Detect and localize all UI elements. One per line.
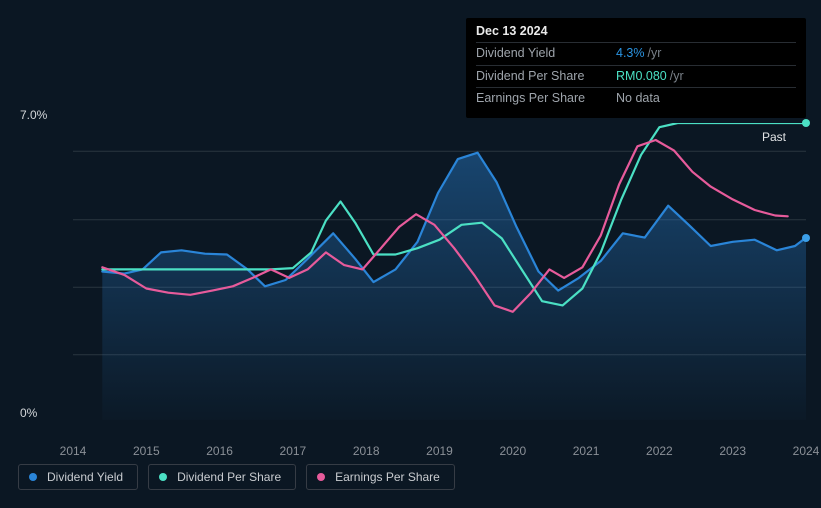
y-axis-min-label: 0%: [20, 406, 37, 420]
tooltip-row: Earnings Per ShareNo data: [476, 87, 796, 110]
series-end-dot: [802, 234, 810, 242]
tooltip-row-label: Dividend Yield: [476, 45, 616, 63]
legend-label: Dividend Yield: [47, 470, 123, 484]
x-axis-tick: 2017: [280, 444, 307, 458]
x-axis-tick: 2016: [206, 444, 233, 458]
legend-dot-icon: [29, 473, 37, 481]
tooltip-row: Dividend Per ShareRM0.080/yr: [476, 65, 796, 88]
y-axis-max-label: 7.0%: [20, 108, 47, 122]
legend-item[interactable]: Earnings Per Share: [306, 464, 455, 490]
x-axis-tick: 2020: [499, 444, 526, 458]
legend-dot-icon: [159, 473, 167, 481]
tooltip-row-value: No data: [616, 90, 660, 108]
legend-dot-icon: [317, 473, 325, 481]
legend-label: Dividend Per Share: [177, 470, 281, 484]
chart-area: 7.0% 0% Past 201420152016201720182019202…: [18, 105, 806, 450]
legend-item[interactable]: Dividend Yield: [18, 464, 138, 490]
tooltip-row: Dividend Yield4.3%/yr: [476, 42, 796, 65]
tooltip-row-label: Dividend Per Share: [476, 68, 616, 86]
x-axis-tick: 2018: [353, 444, 380, 458]
past-label: Past: [762, 130, 786, 144]
x-axis-tick: 2024: [793, 444, 820, 458]
x-axis-tick: 2022: [646, 444, 673, 458]
plot-region[interactable]: [73, 123, 806, 420]
tooltip-row-label: Earnings Per Share: [476, 90, 616, 108]
x-axis-tick: 2023: [719, 444, 746, 458]
legend-label: Earnings Per Share: [335, 470, 440, 484]
series-end-dot: [802, 119, 810, 127]
tooltip-row-value: 4.3%/yr: [616, 45, 661, 63]
tooltip-row-value: RM0.080/yr: [616, 68, 684, 86]
x-axis-tick: 2014: [60, 444, 87, 458]
x-axis-tick: 2021: [573, 444, 600, 458]
tooltip-date: Dec 13 2024: [476, 24, 796, 42]
legend: Dividend Yield Dividend Per Share Earnings…: [18, 464, 455, 490]
x-axis-tick: 2019: [426, 444, 453, 458]
x-axis-tick: 2015: [133, 444, 160, 458]
legend-item[interactable]: Dividend Per Share: [148, 464, 296, 490]
chart-tooltip: Dec 13 2024 Dividend Yield4.3%/yrDividen…: [466, 18, 806, 118]
